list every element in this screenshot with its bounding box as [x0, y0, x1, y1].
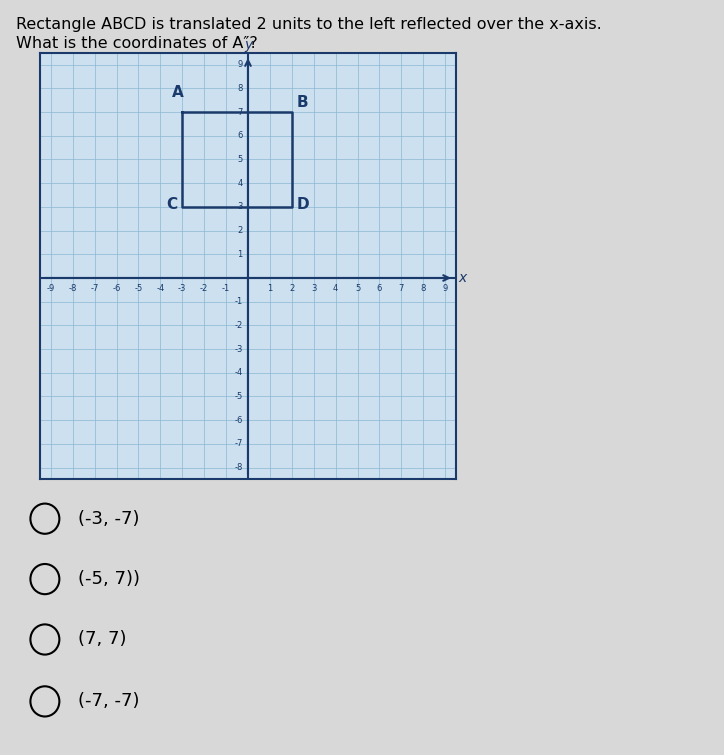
Text: -6: -6 — [112, 284, 121, 293]
Text: 5: 5 — [355, 284, 360, 293]
Text: -9: -9 — [46, 284, 55, 293]
Text: 4: 4 — [333, 284, 338, 293]
Text: 4: 4 — [237, 179, 243, 188]
Text: -5: -5 — [235, 392, 243, 401]
Text: 5: 5 — [237, 155, 243, 164]
Text: A: A — [172, 85, 184, 100]
Text: x: x — [458, 271, 466, 285]
Text: -2: -2 — [200, 284, 209, 293]
Text: 9: 9 — [237, 60, 243, 69]
Text: 2: 2 — [289, 284, 295, 293]
Text: D: D — [296, 197, 309, 212]
Text: 2: 2 — [237, 226, 243, 235]
Text: Rectangle ABCD is translated 2 units to the left reflected over the x-axis.: Rectangle ABCD is translated 2 units to … — [16, 17, 602, 32]
Text: (-3, -7): (-3, -7) — [78, 510, 140, 528]
Text: B: B — [296, 94, 308, 109]
Text: 1: 1 — [267, 284, 272, 293]
Text: -6: -6 — [234, 416, 243, 424]
Text: (7, 7): (7, 7) — [78, 630, 127, 649]
Text: 3: 3 — [311, 284, 316, 293]
Text: 8: 8 — [237, 84, 243, 93]
Text: -4: -4 — [156, 284, 164, 293]
Text: -5: -5 — [134, 284, 143, 293]
Text: 8: 8 — [421, 284, 426, 293]
Text: -2: -2 — [235, 321, 243, 330]
Text: -3: -3 — [234, 344, 243, 353]
Text: 6: 6 — [376, 284, 382, 293]
Text: -7: -7 — [234, 439, 243, 448]
Text: -4: -4 — [235, 368, 243, 378]
Text: y: y — [244, 38, 252, 51]
Text: -7: -7 — [90, 284, 98, 293]
Text: C: C — [167, 197, 178, 212]
Text: -1: -1 — [222, 284, 230, 293]
Text: 9: 9 — [442, 284, 447, 293]
Text: 7: 7 — [237, 108, 243, 116]
Text: What is the coordinates of A″?: What is the coordinates of A″? — [16, 36, 258, 51]
Text: -1: -1 — [235, 297, 243, 307]
Text: (-5, 7)): (-5, 7)) — [78, 570, 140, 588]
Text: (-7, -7): (-7, -7) — [78, 692, 140, 710]
Text: 1: 1 — [237, 250, 243, 259]
Text: 7: 7 — [399, 284, 404, 293]
Text: -8: -8 — [234, 463, 243, 472]
Text: -8: -8 — [69, 284, 77, 293]
Text: -3: -3 — [178, 284, 186, 293]
Text: 3: 3 — [237, 202, 243, 211]
Text: 6: 6 — [237, 131, 243, 140]
